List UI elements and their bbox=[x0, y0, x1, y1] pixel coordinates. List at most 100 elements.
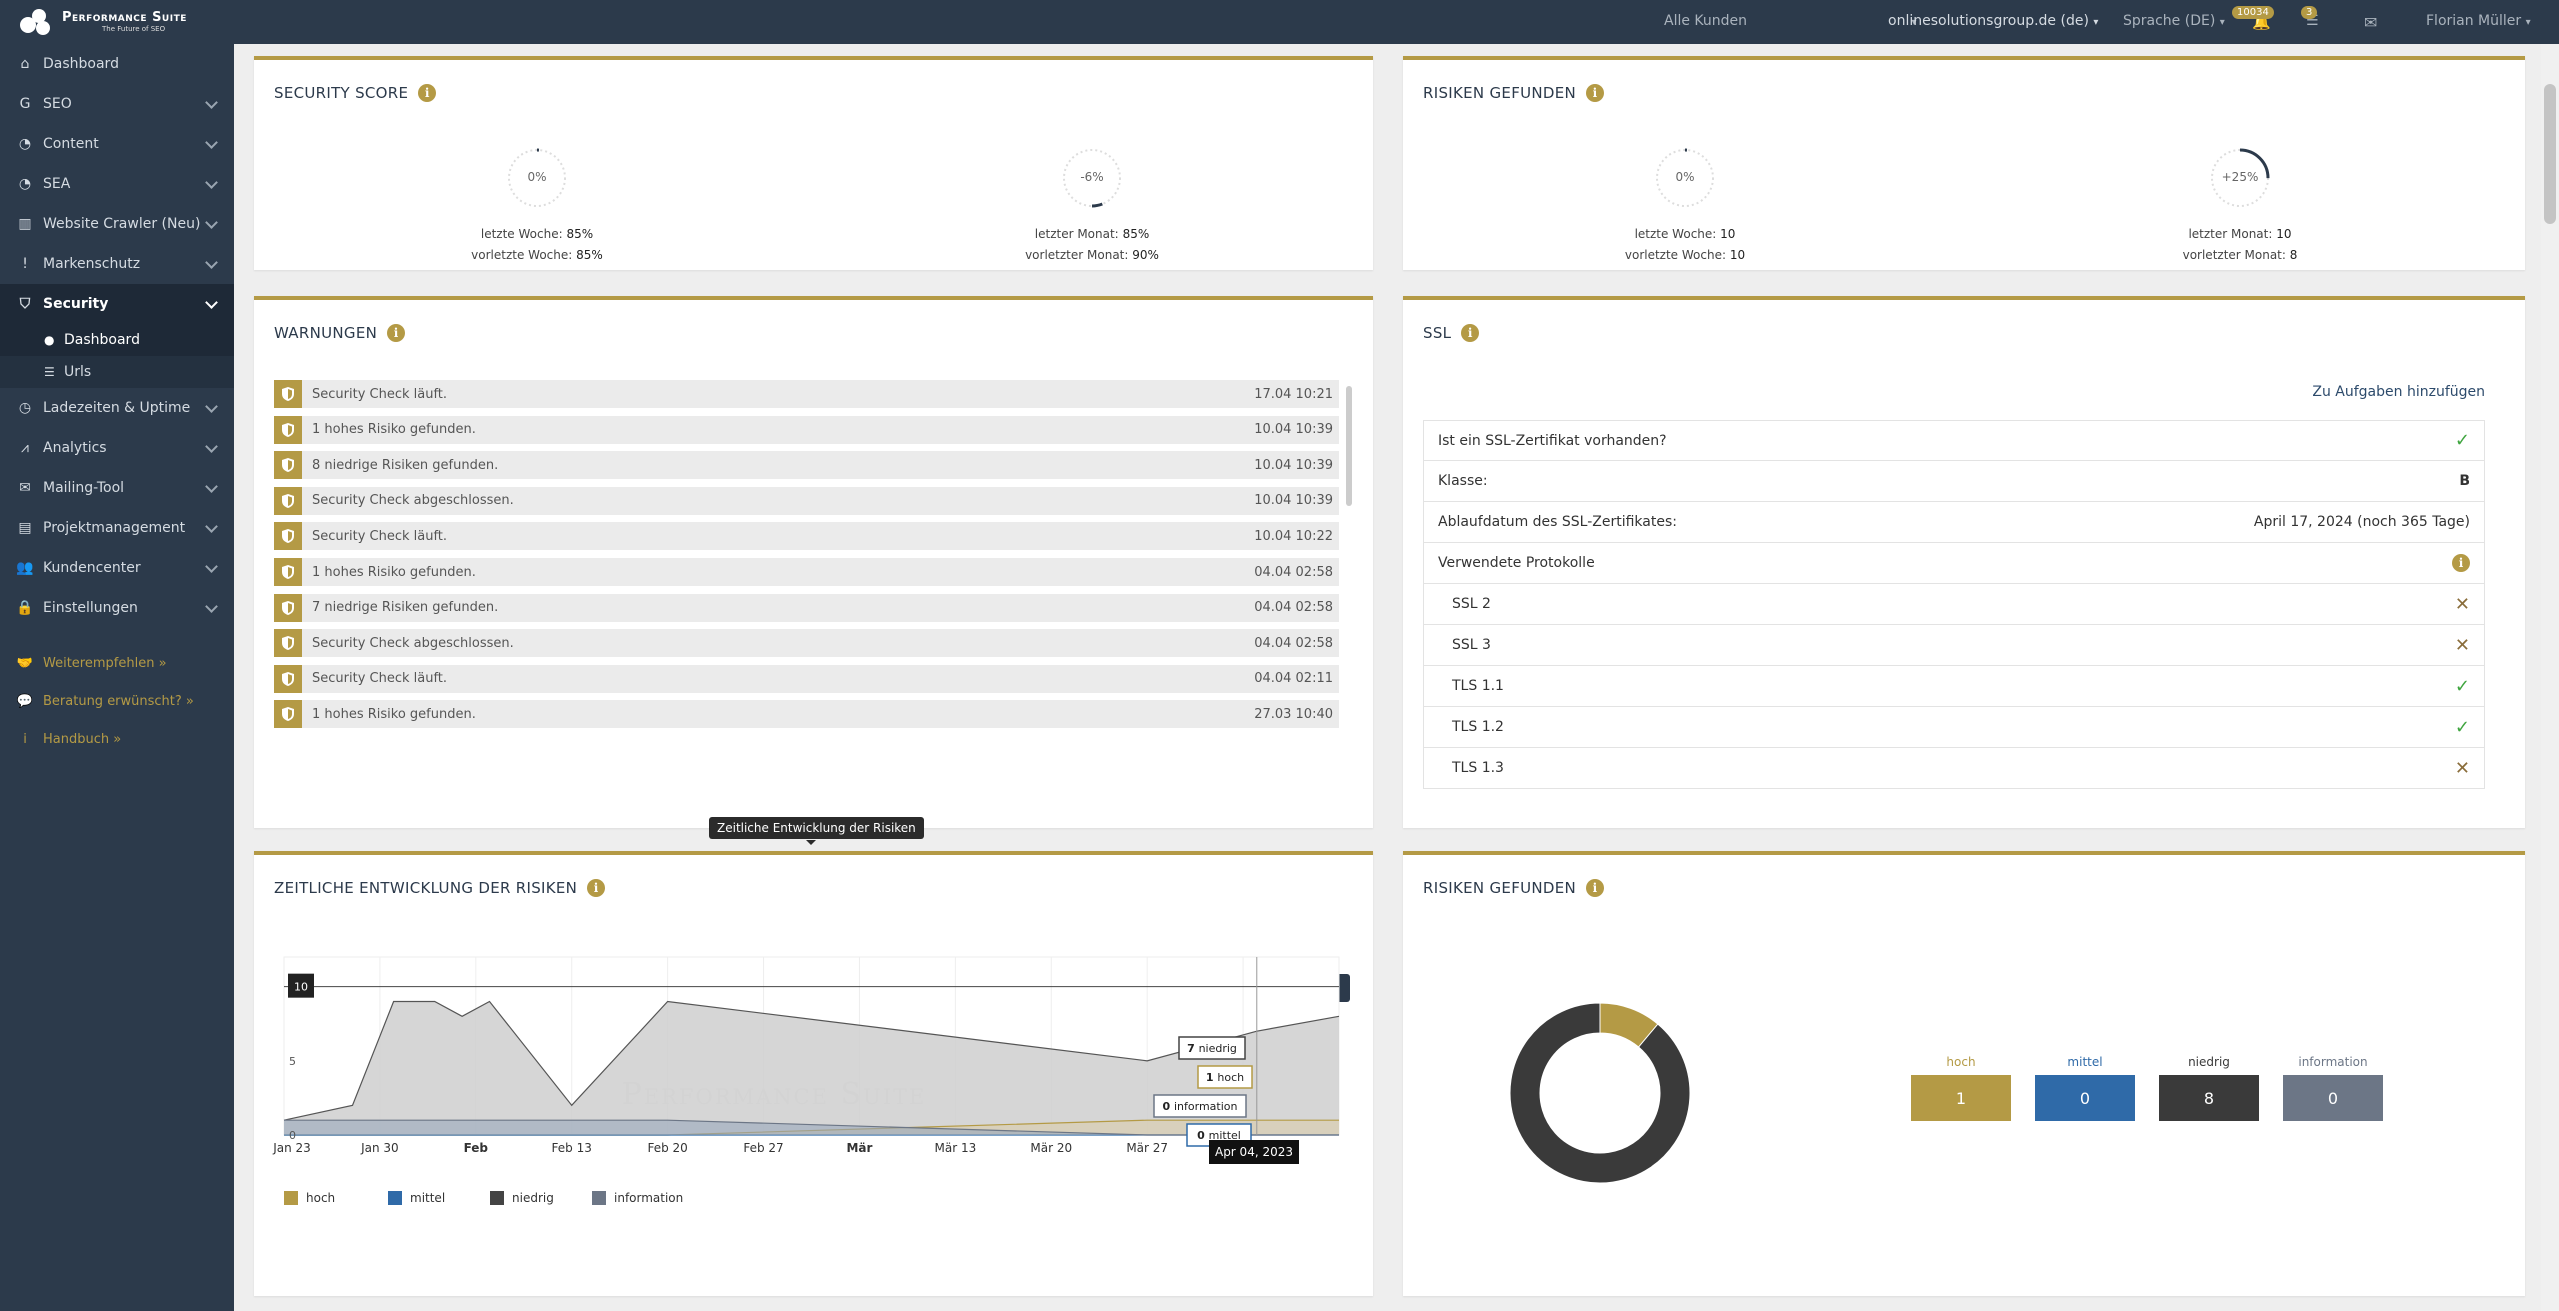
legend-label: information bbox=[614, 1191, 684, 1205]
warning-row[interactable]: Security Check abgeschlossen. 04.04 02:58 bbox=[274, 629, 1339, 658]
warning-time: 10.04 10:39 bbox=[1254, 457, 1333, 473]
warning-row[interactable]: Security Check läuft. 04.04 02:11 bbox=[274, 664, 1339, 693]
security-sub-item-urls[interactable]: ☰ Urls bbox=[0, 356, 234, 388]
y-tick-label: 0 bbox=[289, 1129, 296, 1142]
gauge-line2-label: vorletzte Woche: bbox=[471, 248, 573, 262]
security-sub-item-dashboard[interactable]: ● Dashboard bbox=[0, 324, 234, 356]
ssl-label: TLS 1.2 bbox=[1452, 719, 1504, 735]
language-select[interactable]: Sprache (DE) ▾ bbox=[2123, 13, 2225, 29]
sidebar-item-security[interactable]: ⛉ Security bbox=[0, 284, 234, 324]
sidebar-item-website-crawler-neu[interactable]: ▥ Website Crawler (Neu) bbox=[0, 204, 234, 244]
gauge-value: -6% bbox=[1080, 170, 1104, 184]
gauge: 0% letzte Woche: 85% vorletzte Woche: 85% bbox=[417, 146, 657, 266]
info-icon[interactable]: i bbox=[387, 324, 406, 342]
sidebar-item-analytics[interactable]: ⩘ Analytics bbox=[0, 428, 234, 468]
sidebar-item-kundencenter[interactable]: 👥 Kundencenter bbox=[0, 548, 234, 588]
sidebar-item-ladezeiten-uptime[interactable]: ◷ Ladezeiten & Uptime bbox=[0, 388, 234, 428]
sub-item-label: Urls bbox=[64, 364, 92, 380]
warnungen-scrollbar[interactable] bbox=[1346, 386, 1352, 506]
gauge-line1-value: 85% bbox=[1122, 227, 1150, 241]
user-caret-icon: ▾ bbox=[2525, 17, 2531, 28]
warning-row[interactable]: 1 hohes Risiko gefunden. 04.04 02:58 bbox=[274, 558, 1339, 586]
gauge-line2-value: 8 bbox=[2289, 248, 2298, 262]
warning-row[interactable]: Security Check läuft. 17.04 10:21 bbox=[274, 380, 1339, 408]
point-label-box bbox=[1153, 1094, 1247, 1118]
warning-row[interactable]: 1 hohes Risiko gefunden. 10.04 10:39 bbox=[274, 415, 1339, 444]
warning-row[interactable]: 1 hohes Risiko gefunden. 27.03 10:40 bbox=[274, 700, 1339, 729]
warning-message: Security Check läuft. bbox=[312, 386, 448, 402]
nav-primary: ⌂ Dashboard G SEO ◔ Content ◔ SEA ▥ Website Crawl… bbox=[0, 44, 234, 324]
sidebar-item-content[interactable]: ◔ Content bbox=[0, 124, 234, 164]
extra-link-1[interactable]: 💬 Beratung erwünscht? » bbox=[0, 682, 234, 720]
ssl-label: TLS 1.3 bbox=[1452, 760, 1504, 776]
sidebar-item-label: SEA bbox=[43, 176, 71, 192]
ssl-row: TLS 1.3 ✕ bbox=[1423, 748, 2485, 789]
chevron-down-icon bbox=[205, 176, 218, 189]
warning-row[interactable]: 7 niedrige Risiken gefunden. 04.04 02:58 bbox=[274, 593, 1339, 622]
add-to-tasks-link[interactable]: Zu Aufgaben hinzufügen bbox=[2312, 384, 2485, 400]
x-tick-label: Mär 20 bbox=[1030, 1141, 1072, 1155]
extra-link-0[interactable]: 🤝 Weiterempfehlen » bbox=[0, 644, 234, 682]
sidebar-item-sea[interactable]: ◔ SEA bbox=[0, 164, 234, 204]
chevron-down-icon bbox=[205, 256, 218, 269]
legend-item-hoch[interactable]: hoch bbox=[284, 1191, 335, 1205]
chevron-down-icon bbox=[205, 480, 218, 493]
messages-envelope-icon[interactable]: ✉ bbox=[2364, 13, 2378, 32]
page-scrollbar[interactable] bbox=[2541, 44, 2559, 1311]
stat-hoch: hoch 1 bbox=[1911, 1055, 2011, 1121]
legend-item-mittel[interactable]: mittel bbox=[388, 1191, 445, 1205]
ssl-title: SSL bbox=[1423, 324, 1452, 342]
notifications-button[interactable]: 🔔 10034 bbox=[2232, 6, 2282, 31]
x-tick-label: Mär bbox=[846, 1141, 872, 1155]
customer-select[interactable]: Alle Kunden ▾ bbox=[1664, 13, 1917, 29]
info-icon[interactable]: i bbox=[2452, 554, 2470, 572]
domain-select[interactable]: onlinesolutionsgroup.de (de) ▾ bbox=[1888, 13, 2098, 29]
sidebar-item-mailing-tool[interactable]: ✉ Mailing-Tool bbox=[0, 468, 234, 508]
legend-item-information[interactable]: information bbox=[592, 1191, 683, 1205]
gauge-line1-label: letzte Woche: bbox=[480, 227, 563, 241]
stat-value: 8 bbox=[2159, 1075, 2259, 1121]
user-menu[interactable]: Florian Müller ▾ bbox=[2426, 13, 2531, 29]
x-tick-label: Feb 20 bbox=[647, 1141, 687, 1155]
extra-link-2[interactable]: i Handbuch » bbox=[0, 720, 234, 758]
sidebar-item-markenschutz[interactable]: ! Markenschutz bbox=[0, 244, 234, 284]
logo[interactable]: Performance Suite The Future of SEO bbox=[0, 0, 234, 44]
envelope-icon: ✉ bbox=[19, 480, 31, 496]
chevron-down-icon bbox=[205, 400, 218, 413]
legend-item-niedrig[interactable]: niedrig bbox=[490, 1191, 554, 1205]
ssl-value: B bbox=[2459, 473, 2470, 489]
gauge-value: +25% bbox=[2221, 170, 2259, 184]
extra-link-label: Beratung erwünscht? » bbox=[43, 693, 194, 709]
stat-value: 0 bbox=[2035, 1075, 2135, 1121]
ssl-label: Ablaufdatum des SSL-Zertifikates: bbox=[1438, 514, 1677, 530]
chevron-down-icon bbox=[205, 96, 218, 109]
warning-row[interactable]: 8 niedrige Risiken gefunden. 10.04 10:39 bbox=[274, 451, 1339, 480]
info-icon[interactable]: i bbox=[418, 84, 437, 102]
customer-select-value: Alle Kunden bbox=[1664, 13, 1748, 29]
language-caret-icon: ▾ bbox=[2219, 17, 2225, 28]
ssl-row: SSL 2 ✕ bbox=[1423, 584, 2485, 625]
shield-icon bbox=[274, 486, 302, 515]
warning-row[interactable]: Security Check läuft. 10.04 10:22 bbox=[274, 522, 1339, 551]
sidebar-item-seo[interactable]: G SEO bbox=[0, 84, 234, 124]
risiken-summary-card: RISIKEN GEFUNDEN i 0% letzte Woche: 10 vorl… bbox=[1403, 56, 2525, 270]
tasks-button[interactable]: ☰ 3 bbox=[2301, 6, 2336, 29]
stat-niedrig: niedrig 8 bbox=[2159, 1055, 2259, 1121]
list-icon: ☰ bbox=[44, 365, 55, 379]
sidebar-item-einstellungen[interactable]: 🔒 Einstellungen bbox=[0, 588, 234, 628]
info-icon[interactable]: i bbox=[1586, 879, 1605, 897]
logo-tagline: The Future of SEO bbox=[102, 25, 166, 33]
security-score-title: SECURITY SCORE bbox=[274, 84, 409, 102]
info-icon[interactable]: i bbox=[1586, 84, 1605, 102]
page-scrollbar-thumb[interactable] bbox=[2544, 84, 2556, 224]
sidebar-item-projektmanagement[interactable]: ▤ Projektmanagement bbox=[0, 508, 234, 548]
donut-slice-niedrig[interactable] bbox=[1509, 1002, 1691, 1184]
info-icon[interactable]: i bbox=[1461, 324, 1480, 342]
x-tick-label: Feb 13 bbox=[552, 1141, 592, 1155]
gauge-ring bbox=[1655, 148, 1715, 208]
stat-label: mittel bbox=[2067, 1055, 2103, 1069]
warning-row[interactable]: Security Check abgeschlossen. 10.04 10:39 bbox=[274, 486, 1339, 515]
x-tick-label: Mär 27 bbox=[1126, 1141, 1168, 1155]
info-icon[interactable]: i bbox=[587, 879, 606, 897]
sidebar-item-dashboard[interactable]: ⌂ Dashboard bbox=[0, 44, 234, 84]
